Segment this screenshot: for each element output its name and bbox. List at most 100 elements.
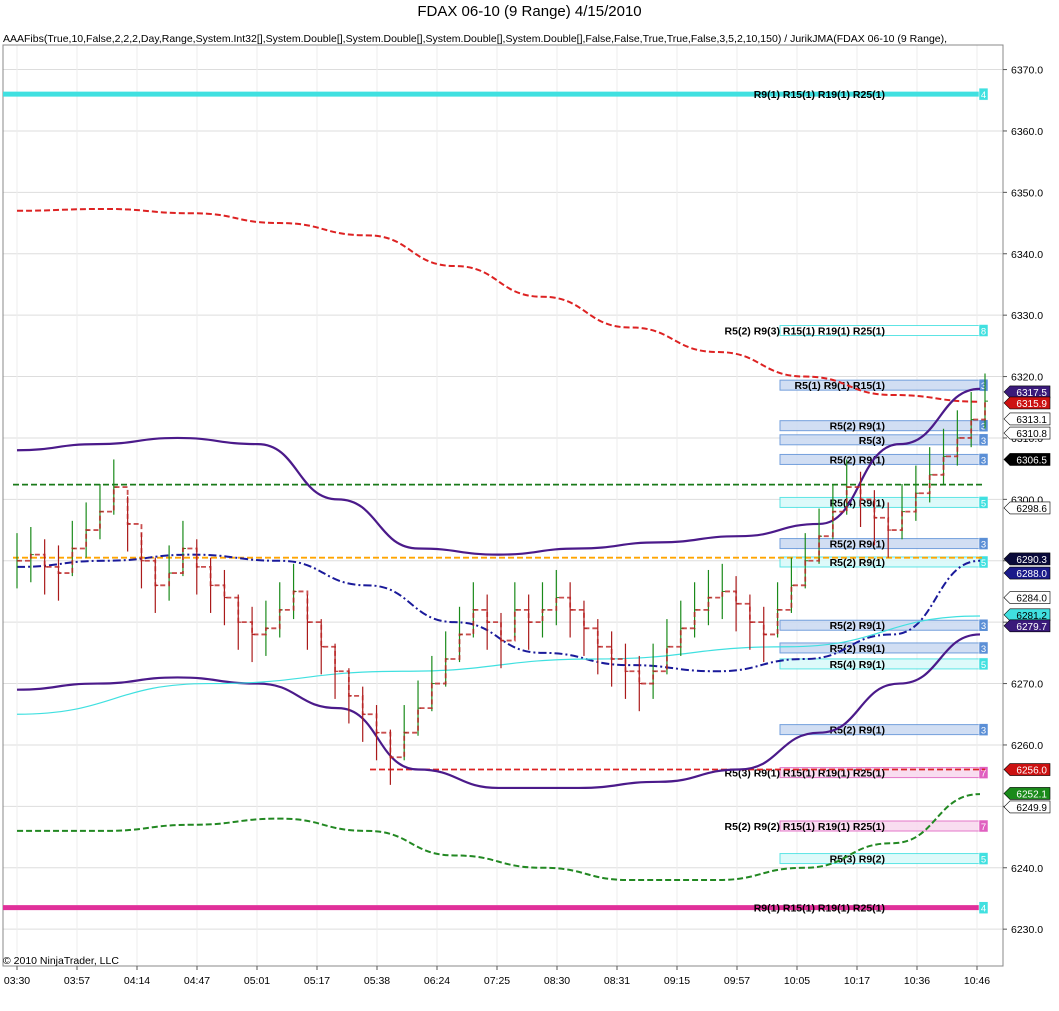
price-marker: [1003, 412, 1051, 426]
price-marker: [1003, 800, 1051, 814]
x-tick-label: 03:30: [4, 975, 30, 987]
fib-count: 3: [981, 540, 986, 551]
fib-label: R5(3): [859, 435, 885, 447]
fib-label: R5(2) R9(1): [830, 643, 885, 655]
fib-label: R5(4) R9(1): [830, 659, 885, 671]
x-tick-label: 09:15: [664, 975, 690, 987]
x-tick-label: 09:57: [724, 975, 750, 987]
price-marker-label: 6290.3: [1016, 555, 1047, 566]
fib-label: R5(2) R9(1): [830, 557, 885, 569]
fib-label: R5(1) R9(1) R15(1): [795, 380, 885, 392]
step-line: [17, 401, 986, 759]
fib-label: R5(2) R9(1): [830, 421, 885, 433]
price-marker-label: 6298.6: [1016, 504, 1047, 515]
price-marker: [1003, 453, 1051, 466]
x-tick-label: 03:57: [64, 975, 90, 987]
fib-count: 3: [981, 455, 986, 466]
fib-count: 3: [981, 621, 986, 632]
x-tick-label: 10:17: [844, 975, 870, 987]
fib-count-box: [978, 496, 989, 509]
price-marker-label: 6279.7: [1016, 622, 1047, 633]
price-marker: [1003, 763, 1051, 776]
y-tick-label: 6350.0: [1011, 187, 1043, 199]
y-tick-label: 6370.0: [1011, 65, 1043, 77]
fib-count-box: [978, 657, 989, 671]
fib-count: 3: [981, 422, 986, 433]
fib-count-box: [978, 453, 989, 466]
price-marker-label: 6256.0: [1016, 766, 1047, 777]
price-marker: [1003, 396, 1051, 410]
fib-count: 3: [981, 381, 986, 392]
fib-label: R5(4) R9(1): [830, 497, 885, 509]
fib-count-box: [978, 378, 989, 392]
jma-upper-line: [16, 387, 981, 556]
fib-label: R5(2) R9(1): [830, 620, 885, 632]
y-tick-label: 6360.0: [1011, 126, 1043, 138]
fib-count: 5: [981, 558, 986, 569]
y-tick-label: 6320.0: [1011, 372, 1043, 384]
fib-count-box: [978, 723, 989, 736]
fib-count-box: [978, 901, 989, 914]
axes: [2, 44, 1007, 970]
grid-lines: [3, 45, 1003, 966]
fib-label: R5(2) R9(2) R15(1) R19(1) R25(1): [725, 821, 885, 833]
fib-count-box: [978, 537, 989, 550]
fib-count-box: [978, 852, 989, 865]
fib-count: 8: [981, 327, 986, 338]
price-marker: [1003, 385, 1051, 399]
price-marker: [1003, 501, 1051, 515]
fib-count-box: [978, 618, 989, 632]
copyright-text: © 2010 NinjaTrader, LLC: [3, 955, 119, 967]
cyan-trend-line: [16, 615, 981, 715]
price-marker-label: 6281.2: [1016, 611, 1047, 622]
fib-count-box: [978, 766, 989, 779]
x-tick-label: 05:38: [364, 975, 390, 987]
fib-count-box: [978, 555, 989, 569]
lower-band-line: [17, 793, 981, 882]
price-marker-label: 6252.1: [1016, 789, 1047, 800]
price-marker: [1003, 608, 1051, 622]
fib-count-box: [978, 433, 989, 447]
indicator-lines: [13, 207, 985, 882]
x-tick-label: 10:36: [904, 975, 930, 987]
fib-label: R5(3) R9(2): [830, 854, 885, 866]
y-tick-label: 6230.0: [1011, 924, 1043, 936]
fib-label: R5(3) R9(1) R15(1) R19(1) R25(1): [725, 768, 885, 780]
fib-count-box: [978, 87, 989, 101]
price-marker-label: 6313.1: [1016, 415, 1047, 426]
y-tick-label: 6260.0: [1011, 740, 1043, 752]
price-marker: [1003, 426, 1051, 440]
fib-count: 4: [981, 904, 986, 915]
price-marker-label: 6317.5: [1016, 388, 1047, 399]
y-tick-label: 6340.0: [1011, 249, 1043, 261]
fib-count: 5: [981, 498, 986, 509]
price-marker-label: 6249.9: [1016, 803, 1047, 814]
chart-title: FDAX 06-10 (9 Range) 4/15/2010: [417, 3, 642, 20]
upper-band-line: [16, 207, 981, 403]
fib-label: R9(1) R15(1) R19(1) R25(1): [754, 89, 885, 101]
x-tick-label: 08:30: [544, 975, 570, 987]
price-marker: [1003, 619, 1051, 633]
x-tick-label: 07:25: [484, 975, 510, 987]
plot-frame: [2, 44, 1004, 967]
x-tick-label: 04:14: [124, 975, 150, 987]
fib-count-box: [978, 641, 989, 655]
x-tick-label: 10:46: [964, 975, 990, 987]
fib-count: 3: [981, 436, 986, 447]
price-marker: [1003, 787, 1051, 800]
x-tick-label: 05:01: [244, 975, 270, 987]
fib-count: 7: [981, 769, 986, 780]
fib-count: 4: [981, 90, 986, 101]
price-marker: [1003, 591, 1051, 604]
fib-count-box: [978, 324, 989, 337]
fib-label: R9(1) R15(1) R19(1) R25(1): [754, 903, 885, 915]
jma-lower-line: [16, 633, 981, 790]
price-marker: [1003, 552, 1051, 566]
price-marker-label: 6315.9: [1016, 399, 1047, 410]
fib-count: 5: [981, 660, 986, 671]
x-tick-label: 04:47: [184, 975, 210, 987]
price-marker-label: 6306.5: [1016, 455, 1047, 466]
fib-count-box: [978, 819, 989, 833]
